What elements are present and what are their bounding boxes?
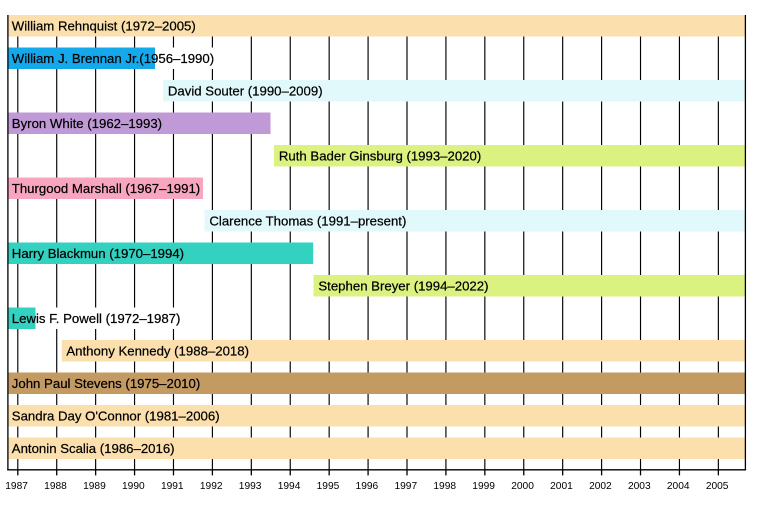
svg-text:Lewis F. Powell (1972–1987): Lewis F. Powell (1972–1987) bbox=[12, 311, 181, 326]
svg-text:1989: 1989 bbox=[83, 481, 106, 492]
svg-text:1993: 1993 bbox=[239, 481, 262, 492]
svg-text:1999: 1999 bbox=[472, 481, 495, 492]
svg-text:Antonin Scalia (1986–2016): Antonin Scalia (1986–2016) bbox=[12, 441, 175, 456]
svg-text:William J. Brennan Jr.(1956–19: William J. Brennan Jr.(1956–1990) bbox=[12, 51, 214, 66]
svg-text:Anthony Kennedy (1988–2018): Anthony Kennedy (1988–2018) bbox=[66, 344, 249, 359]
svg-text:1995: 1995 bbox=[317, 481, 340, 492]
svg-text:2002: 2002 bbox=[589, 481, 612, 492]
svg-text:1988: 1988 bbox=[44, 481, 67, 492]
svg-text:Ruth Bader Ginsburg (1993–2020: Ruth Bader Ginsburg (1993–2020) bbox=[279, 149, 481, 164]
svg-text:2005: 2005 bbox=[706, 481, 729, 492]
svg-text:1994: 1994 bbox=[278, 481, 301, 492]
svg-text:2003: 2003 bbox=[628, 481, 651, 492]
svg-text:1992: 1992 bbox=[200, 481, 223, 492]
svg-text:Byron White (1962–1993): Byron White (1962–1993) bbox=[12, 116, 162, 131]
svg-text:1998: 1998 bbox=[433, 481, 456, 492]
svg-text:Harry Blackmun (1970–1994): Harry Blackmun (1970–1994) bbox=[12, 246, 184, 261]
svg-text:1991: 1991 bbox=[161, 481, 184, 492]
svg-text:2000: 2000 bbox=[511, 481, 534, 492]
svg-text:Stephen Breyer (1994–2022): Stephen Breyer (1994–2022) bbox=[318, 279, 488, 294]
svg-text:Sandra Day O'Connor (1981–2006: Sandra Day O'Connor (1981–2006) bbox=[12, 409, 220, 424]
svg-text:1987: 1987 bbox=[5, 481, 28, 492]
svg-text:1990: 1990 bbox=[122, 481, 145, 492]
svg-text:John Paul Stevens (1975–2010): John Paul Stevens (1975–2010) bbox=[12, 376, 200, 391]
svg-text:1997: 1997 bbox=[394, 481, 417, 492]
svg-text:Clarence Thomas (1991–present): Clarence Thomas (1991–present) bbox=[209, 214, 406, 229]
svg-text:2001: 2001 bbox=[550, 481, 573, 492]
svg-text:David Souter (1990–2009): David Souter (1990–2009) bbox=[168, 84, 323, 99]
svg-text:Thurgood Marshall (1967–1991): Thurgood Marshall (1967–1991) bbox=[12, 181, 200, 196]
svg-text:William Rehnquist (1972–2005): William Rehnquist (1972–2005) bbox=[12, 19, 196, 34]
svg-text:1996: 1996 bbox=[356, 481, 379, 492]
svg-text:2004: 2004 bbox=[667, 481, 690, 492]
